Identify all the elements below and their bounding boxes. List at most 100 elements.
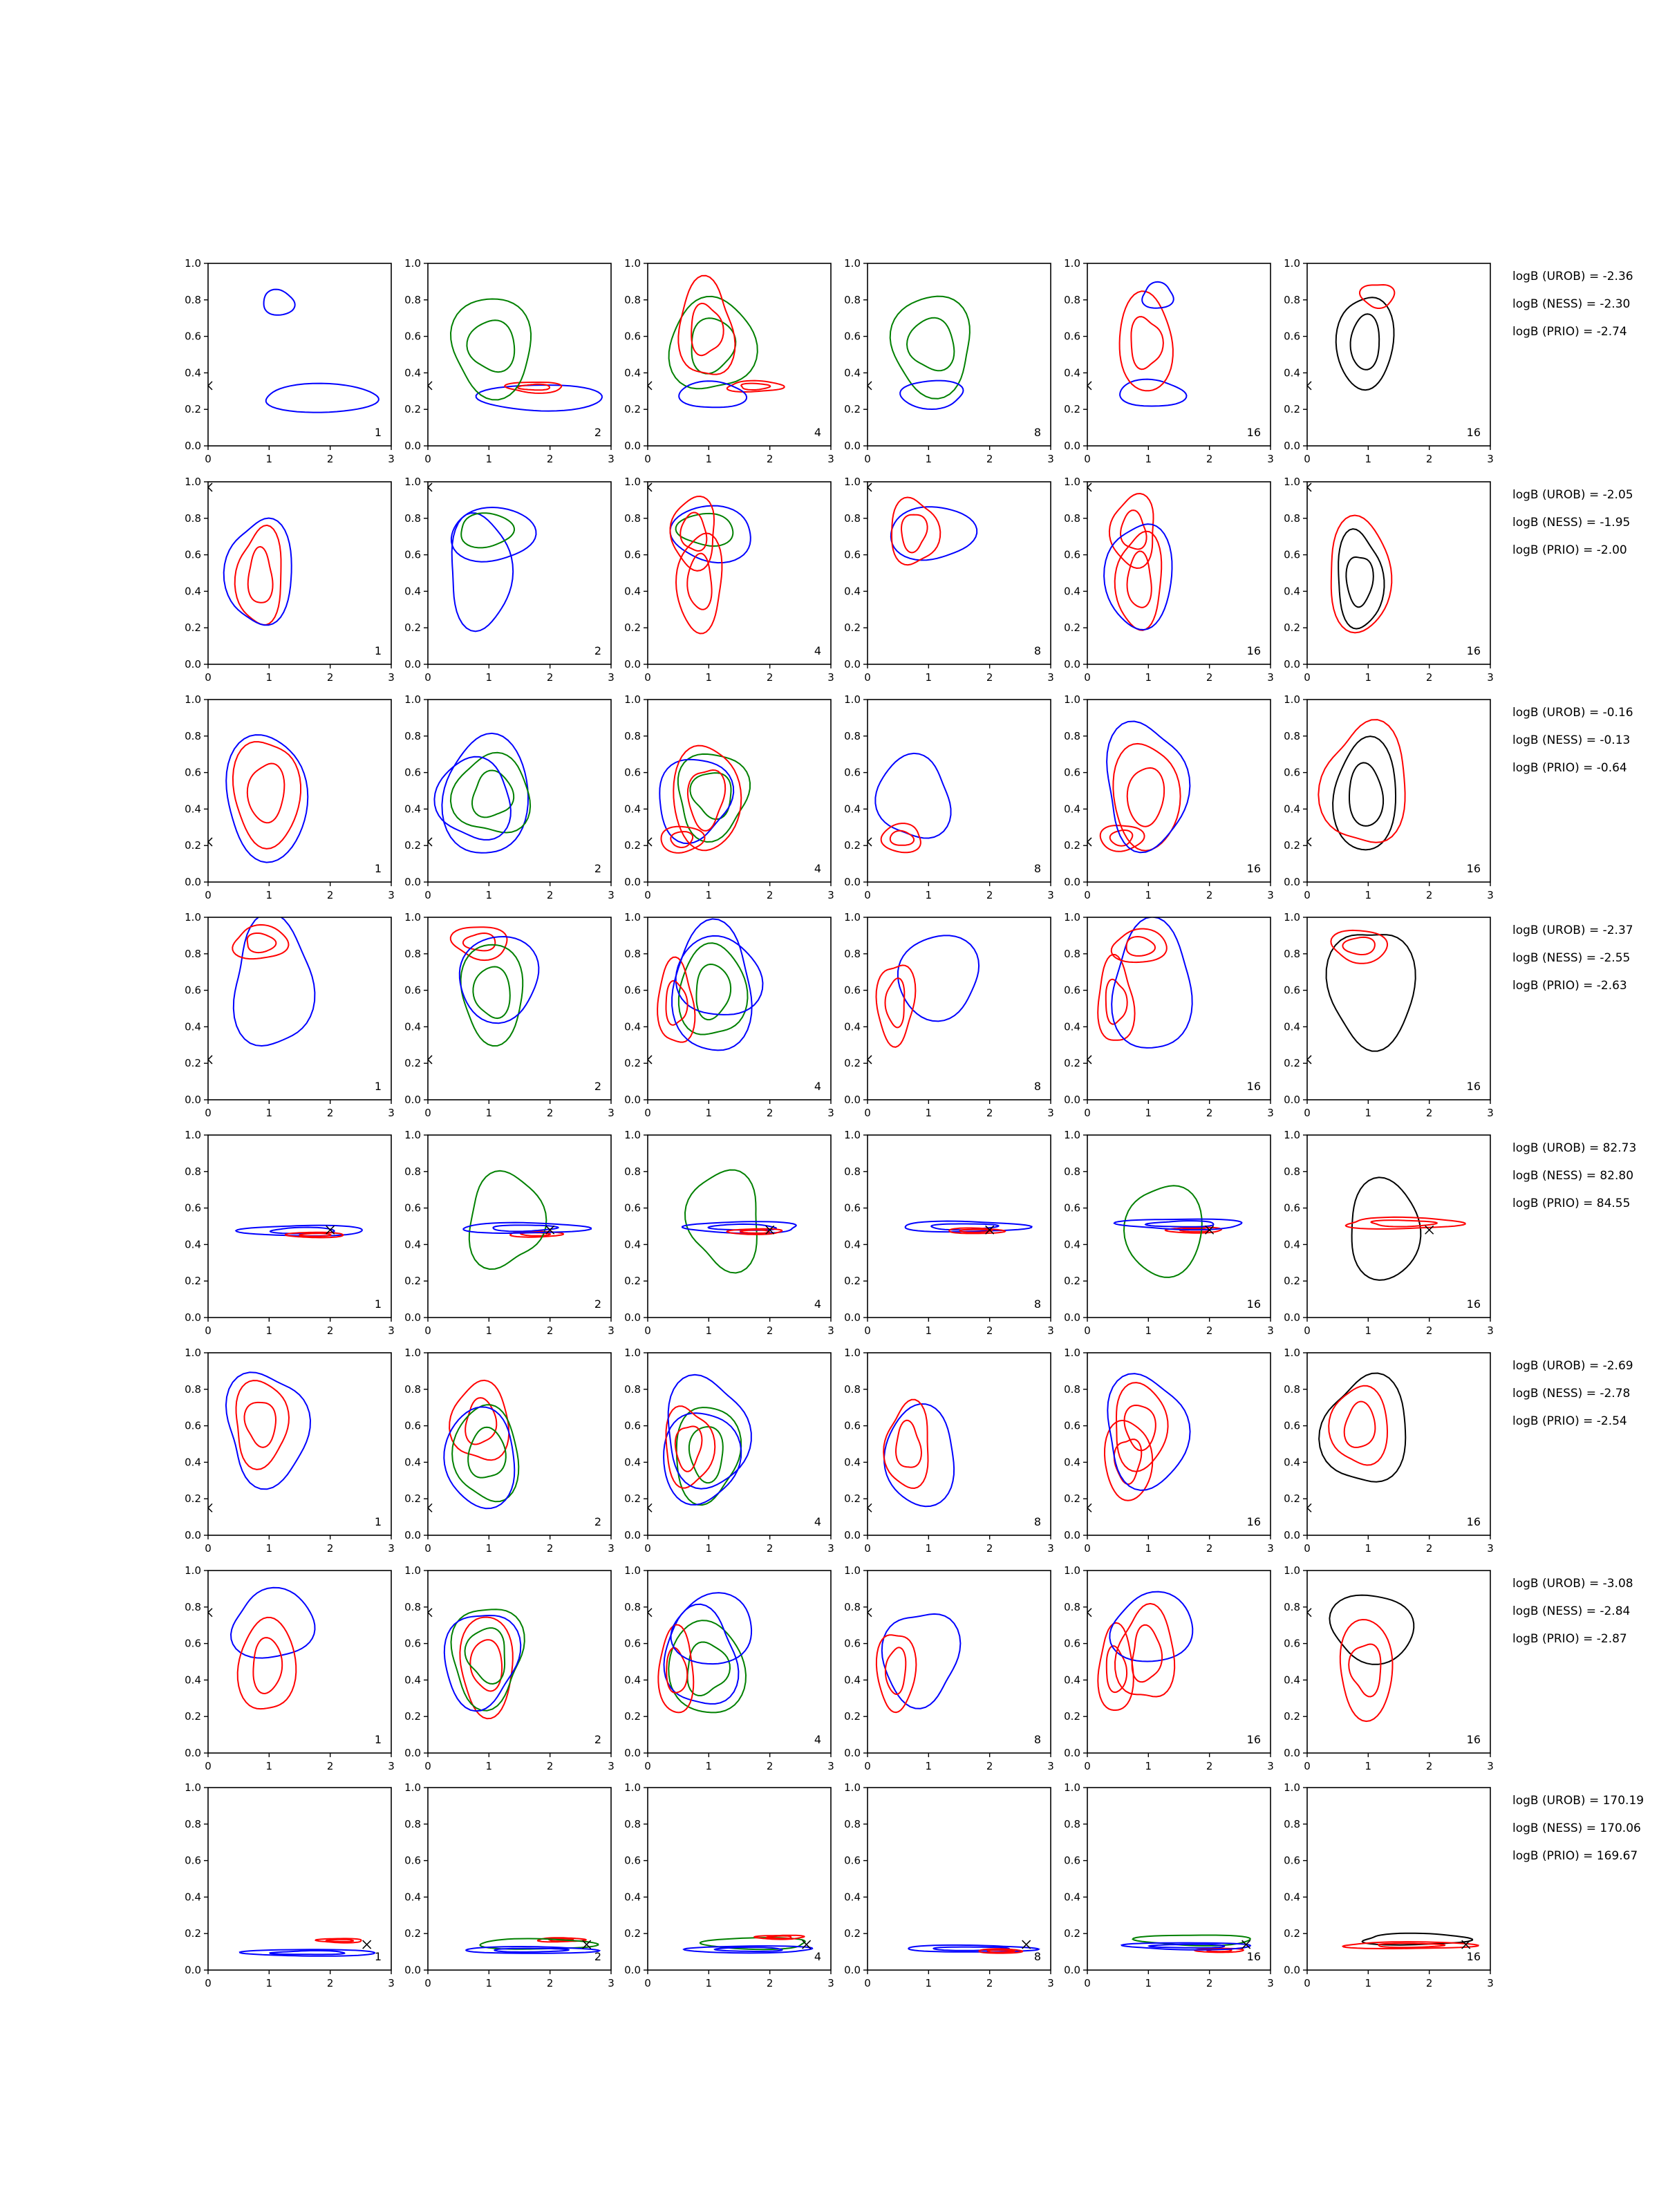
logb-annotation: logB (UROB) = -2.36 (1512, 270, 1633, 283)
panel-r8-c1: 0 1 2 3 0.0 0.2 0.4 0.6 0.8 1.0 1 (185, 1781, 395, 1989)
x-tick-label: 3 (827, 1977, 834, 1989)
x-tick-label: 1 (1145, 1977, 1152, 1989)
contour-line (753, 1934, 805, 1940)
y-tick-label: 0.0 (1064, 658, 1080, 671)
y-tick-label: 0.0 (404, 1747, 421, 1759)
y-tick-label: 1.0 (844, 1129, 861, 1141)
contour-line (1349, 762, 1385, 827)
y-tick-label: 0.6 (404, 1638, 421, 1650)
y-tick-label: 0.4 (1284, 803, 1300, 815)
x-tick-label: 1 (706, 453, 713, 465)
y-tick-label: 0.0 (844, 1529, 861, 1541)
axes-frame (207, 1570, 392, 1754)
y-tick-label: 0.6 (1284, 1420, 1300, 1432)
y-tick-label: 0.0 (404, 1529, 421, 1541)
axes-frame (867, 1570, 1051, 1754)
axes-frame (207, 1134, 392, 1318)
axes-frame (1087, 263, 1271, 447)
y-tick-label: 0.8 (844, 1818, 861, 1830)
contours (889, 295, 971, 411)
contours (1099, 720, 1191, 854)
y-tick-label: 0.8 (844, 512, 861, 525)
panel-label: 1 (375, 1297, 382, 1311)
contour-line (232, 917, 316, 1047)
y-tick-label: 0.2 (844, 1057, 861, 1069)
logb-annotation: logB (PRIO) = -2.63 (1512, 979, 1627, 993)
x-tick-label: 3 (827, 1324, 834, 1337)
axes-frame (427, 1134, 612, 1318)
y-tick-label: 0.4 (1284, 1891, 1300, 1903)
panel-r8-c2: 0 1 2 3 0.0 0.2 0.4 0.6 0.8 1.0 2 (404, 1781, 615, 1989)
contour-line (252, 1637, 283, 1695)
y-tick-label: 0.6 (404, 330, 421, 343)
y-tick-label: 0.4 (624, 1456, 641, 1468)
truth-marker (1241, 1940, 1251, 1949)
contour-line (1108, 492, 1154, 570)
contour-line (229, 1586, 316, 1659)
panel-r2-c5: 0 1 2 3 0.0 0.2 0.4 0.6 0.8 1.0 16 (1064, 476, 1274, 684)
panel-r1-c3: 0 1 2 3 0.0 0.2 0.4 0.6 0.8 1.0 4 (624, 257, 834, 465)
contour-line (1115, 1382, 1169, 1472)
contour-line (1318, 719, 1406, 843)
x-tick-label: 0 (1084, 1107, 1091, 1119)
x-tick-label: 0 (864, 1977, 871, 1989)
contour-line (468, 1170, 547, 1271)
y-tick-label: 0.6 (844, 1855, 861, 1867)
contour-line (663, 1603, 740, 1705)
y-tick-label: 0.8 (404, 948, 421, 960)
y-tick-label: 0.0 (624, 1747, 641, 1759)
contours (1329, 1594, 1415, 1723)
panel-label: 8 (1034, 1733, 1041, 1746)
y-tick-label: 0.6 (1064, 549, 1080, 561)
contour-line (884, 1647, 907, 1696)
x-tick-label: 2 (327, 671, 334, 684)
x-tick-label: 1 (926, 453, 932, 465)
y-tick-label: 0.0 (1284, 440, 1300, 452)
logb-annotation: logB (PRIO) = 169.67 (1512, 1849, 1638, 1863)
y-tick-label: 0.4 (185, 1674, 201, 1686)
contour-line (1119, 509, 1147, 550)
contour-line (670, 831, 694, 849)
truth-marker (428, 381, 433, 391)
contours (263, 288, 379, 413)
y-tick-label: 0.2 (844, 621, 861, 634)
y-tick-label: 0.0 (1064, 1311, 1080, 1324)
contour-line (1348, 1643, 1382, 1698)
x-tick-label: 3 (1047, 889, 1054, 901)
y-tick-label: 0.4 (404, 1020, 421, 1033)
panel-r8-c6: 0 1 2 3 0.0 0.2 0.4 0.6 0.8 1.0 16 (1284, 1781, 1494, 1989)
truth-marker (648, 381, 653, 391)
contour-line (284, 1231, 344, 1239)
truth-marker (648, 1608, 653, 1618)
y-tick-label: 1.0 (404, 693, 421, 706)
panel-r8-c3: 0 1 2 3 0.0 0.2 0.4 0.6 0.8 1.0 4 (624, 1781, 834, 1989)
contour-line (659, 758, 735, 845)
axes-frame (427, 481, 612, 665)
truth-marker (208, 381, 213, 391)
y-tick-label: 0.2 (1064, 1927, 1080, 1940)
contour-line (894, 1419, 923, 1468)
panel-label: 1 (375, 1950, 382, 1963)
contour-line (536, 1937, 588, 1943)
x-tick-label: 3 (1487, 671, 1494, 684)
x-tick-label: 1 (266, 1107, 273, 1119)
y-tick-label: 0.0 (185, 1964, 201, 1976)
truth-marker (208, 482, 213, 492)
panel-r4-c5: 0 1 2 3 0.0 0.2 0.4 0.6 0.8 1.0 16 (1064, 911, 1274, 1119)
contour-line (265, 382, 379, 413)
x-tick-label: 3 (1267, 889, 1274, 901)
x-tick-label: 3 (827, 1542, 834, 1555)
x-tick-label: 0 (864, 889, 871, 901)
x-tick-label: 3 (1047, 671, 1054, 684)
contour-line (1119, 378, 1188, 407)
panel-r5-c6: 0 1 2 3 0.0 0.2 0.4 0.6 0.8 1.0 16 (1284, 1129, 1494, 1337)
contour-line (932, 1946, 1010, 1951)
y-tick-label: 1.0 (185, 1564, 201, 1577)
x-tick-label: 0 (644, 671, 651, 684)
y-tick-label: 0.0 (844, 1094, 861, 1106)
x-tick-label: 2 (1426, 1324, 1433, 1337)
y-tick-label: 0.4 (1064, 1020, 1080, 1033)
truth-marker (428, 1608, 433, 1618)
contour-line (691, 317, 737, 375)
contour-line (238, 1949, 376, 1957)
